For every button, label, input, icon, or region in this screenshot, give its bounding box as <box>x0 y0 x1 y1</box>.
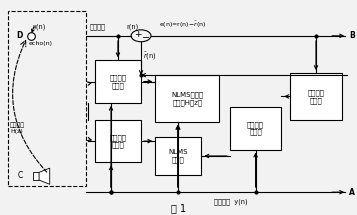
Text: 双端说话
检测器: 双端说话 检测器 <box>307 89 325 104</box>
Text: 图 1: 图 1 <box>171 203 186 213</box>
Text: B: B <box>349 31 355 40</box>
Bar <box>95 60 141 103</box>
Text: D: D <box>17 31 23 40</box>
Bar <box>33 172 39 180</box>
Bar <box>290 73 342 120</box>
Text: $\bar{r}$(n): $\bar{r}$(n) <box>143 51 156 62</box>
Text: r(n): r(n) <box>127 24 139 31</box>
Polygon shape <box>39 168 50 184</box>
Text: x(n): x(n) <box>33 24 46 30</box>
Text: e(n)=r(n)−$\bar{r}$(n): e(n)=r(n)−$\bar{r}$(n) <box>159 20 206 31</box>
Text: 近端信号: 近端信号 <box>90 24 106 31</box>
Text: C: C <box>18 171 23 180</box>
Text: 远端信号  y(n): 远端信号 y(n) <box>214 198 247 205</box>
Bar <box>155 137 201 175</box>
Text: 回声路径
H(z): 回声路径 H(z) <box>10 123 25 134</box>
Text: NLMS自适应
滤波器H（z）: NLMS自适应 滤波器H（z） <box>171 91 203 106</box>
Bar <box>8 11 86 186</box>
Text: A: A <box>349 188 355 197</box>
Text: NLMS
控制器: NLMS 控制器 <box>169 149 188 163</box>
Text: −: − <box>142 33 150 43</box>
Text: echo(n): echo(n) <box>29 41 53 46</box>
Text: 近端说话
检测器: 近端说话 检测器 <box>110 74 126 89</box>
Text: +: + <box>135 30 142 39</box>
Bar <box>230 107 281 150</box>
Text: 远端说话
检测器: 远端说话 检测器 <box>110 134 126 148</box>
Bar <box>155 75 219 122</box>
Text: 粗略时延
估计器: 粗略时延 估计器 <box>247 121 264 135</box>
Bar <box>95 120 141 162</box>
